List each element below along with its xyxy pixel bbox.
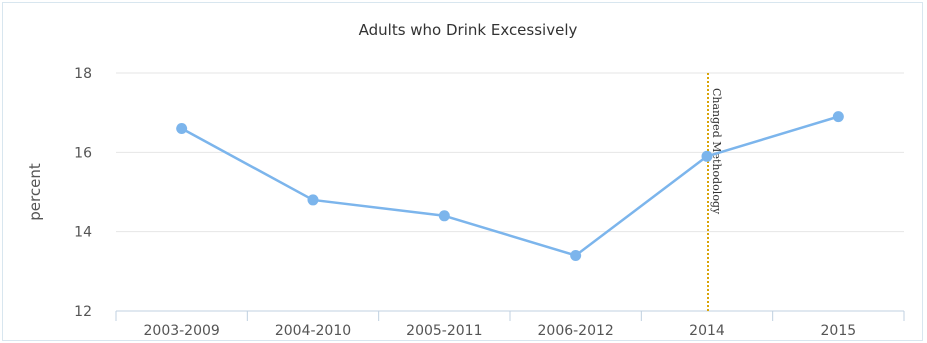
y-tick-label: 18 bbox=[74, 66, 92, 82]
data-point bbox=[438, 210, 450, 222]
y-tick-label: 12 bbox=[74, 304, 92, 320]
y-axis-label: percent bbox=[26, 163, 44, 221]
x-tick-label: 2003-2009 bbox=[144, 323, 220, 339]
y-tick-label: 16 bbox=[74, 145, 92, 161]
data-point bbox=[307, 194, 319, 206]
series-group bbox=[176, 111, 844, 261]
data-point bbox=[176, 123, 188, 135]
x-tick-label: 2006-2012 bbox=[538, 323, 614, 339]
grid-lines bbox=[116, 72, 904, 233]
x-tick-label: 2015 bbox=[821, 323, 857, 339]
data-point bbox=[701, 150, 713, 162]
annotation-group: Changed Methodology bbox=[707, 73, 723, 311]
x-tick-label: 2005-2011 bbox=[406, 323, 482, 339]
chart-title: Adults who Drink Excessively bbox=[359, 21, 578, 39]
x-tick-label: 2014 bbox=[689, 323, 725, 339]
data-point bbox=[832, 111, 844, 123]
x-tick-label: 2004-2010 bbox=[275, 323, 351, 339]
y-axis-ticks: 12 14 16 18 bbox=[74, 66, 92, 320]
x-axis: 2003-2009 2004-2010 2005-2011 2006-2012 2014… bbox=[115, 310, 905, 339]
series-line bbox=[181, 115, 839, 257]
changed-methodology-label: Changed Methodology bbox=[710, 88, 723, 215]
data-point bbox=[570, 249, 582, 261]
y-tick-label: 14 bbox=[74, 225, 92, 241]
